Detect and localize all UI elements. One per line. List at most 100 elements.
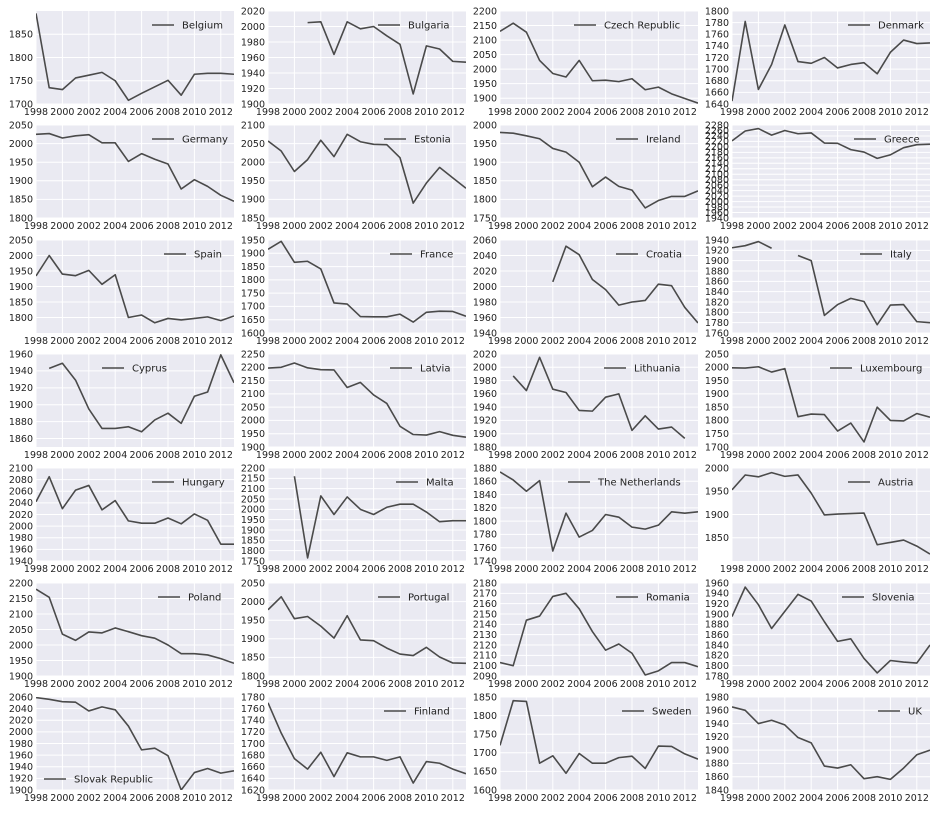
x-tick-label: 1998 — [256, 336, 280, 347]
x-tick-label: 2012 — [209, 107, 233, 118]
y-tick-label: 1920 — [705, 732, 729, 743]
y-tick-label: 2000 — [241, 597, 265, 608]
series-line-malta — [293, 476, 466, 559]
y-tick-label: 1720 — [241, 727, 265, 738]
x-tick-label: 2000 — [282, 793, 306, 804]
y-tick-label: 2100 — [9, 463, 33, 474]
x-tick-label: 2006 — [362, 564, 386, 575]
y-tick-label: 2200 — [705, 142, 729, 153]
y-tick-label: 2020 — [9, 716, 33, 727]
x-tick-label: 2006 — [594, 450, 618, 461]
x-tick-label: 2006 — [594, 221, 618, 232]
y-tick-label: 2020 — [9, 510, 33, 521]
series-line-finland — [268, 702, 466, 784]
y-tick-label: 1900 — [241, 195, 265, 206]
x-tick-label: 2000 — [50, 336, 74, 347]
x-tick-label: 2012 — [905, 679, 929, 690]
x-tick-label: 2008 — [388, 679, 412, 690]
x-tick-label: 1998 — [720, 564, 744, 575]
x-tick-label: 2008 — [620, 107, 644, 118]
panel-germany: 1998 2000 2002 2004 2006 2008 2010 201218001850… — [9, 120, 234, 232]
y-tick-label: 1750 — [705, 429, 729, 440]
legend-label: Finland — [414, 707, 450, 718]
x-tick-label: 2002 — [77, 793, 101, 804]
series-line-the-netherlands — [500, 471, 698, 552]
panel-croatia: 1998 2000 2002 2004 2006 2008 2010 201219401960… — [473, 235, 698, 347]
x-tick-label: 1998 — [256, 450, 280, 461]
x-tick-label: 2004 — [335, 793, 359, 804]
series-line-poland — [36, 588, 234, 665]
x-tick-label: 1998 — [256, 793, 280, 804]
y-tick-label: 1840 — [705, 785, 729, 796]
y-tick-label: 2250 — [241, 349, 265, 360]
panel-denmark: 1998 2000 2002 2004 2006 2008 2010 2012 16401660… — [705, 6, 930, 118]
x-tick-label: 1998 — [488, 793, 512, 804]
legend: Romania — [616, 593, 690, 604]
x-tick-label: 2006 — [594, 564, 618, 575]
y-tick-label: 1840 — [705, 287, 729, 298]
x-tick-label: 1998 — [488, 450, 512, 461]
x-tick-label: 2000 — [746, 107, 770, 118]
y-tick-label: 2000 — [473, 120, 497, 131]
y-tick-label: 1600 — [241, 328, 265, 339]
y-tick-label: 1740 — [705, 41, 729, 52]
x-tick-label: 2008 — [620, 336, 644, 347]
y-tick-label: 2120 — [705, 164, 729, 175]
y-tick-label: 1800 — [9, 313, 33, 324]
legend: Slovak Republic — [44, 775, 153, 786]
x-tick-label: 2006 — [362, 107, 386, 118]
y-tick-label: 1700 — [241, 302, 265, 313]
y-tick-label: 1840 — [705, 640, 729, 651]
x-tick-label: 2000 — [746, 679, 770, 690]
legend: Poland — [158, 593, 221, 604]
x-tick-label: 2010 — [878, 336, 902, 347]
legend-label: Sweden — [652, 707, 692, 718]
legend-label: Croatia — [646, 250, 682, 261]
y-tick-label: 2200 — [241, 363, 265, 374]
y-tick-label: 1800 — [473, 711, 497, 722]
y-tick-label: 2000 — [9, 251, 33, 262]
panel-latvia: 1998 2000 2002 2004 2006 2008 2010 201219001950… — [241, 349, 466, 461]
y-tick-label: 1960 — [705, 706, 729, 717]
legend: Germany — [152, 135, 228, 146]
x-tick-label: 2006 — [362, 450, 386, 461]
x-tick-label: 2008 — [156, 564, 180, 575]
y-tick-label: 2050 — [9, 625, 33, 636]
x-tick-label: 1998 — [24, 336, 48, 347]
y-tick-label: 2050 — [241, 139, 265, 150]
x-tick-label: 2000 — [514, 450, 538, 461]
y-tick-label: 1850 — [241, 653, 265, 664]
y-tick-label: 2040 — [705, 186, 729, 197]
series-line-austria — [732, 471, 930, 555]
y-tick-label: 2050 — [705, 349, 729, 360]
x-tick-label: 1998 — [256, 107, 280, 118]
y-tick-label: 1950 — [241, 176, 265, 187]
x-tick-label: 2006 — [130, 107, 154, 118]
x-tick-label: 2004 — [335, 221, 359, 232]
x-tick-label: 2010 — [182, 564, 206, 575]
x-tick-label: 1998 — [256, 564, 280, 575]
x-tick-label: 2000 — [746, 221, 770, 232]
y-tick-label: 1900 — [705, 609, 729, 620]
panel-portugal: 1998 2000 2002 2004 2006 2008 2010 201218001850… — [241, 578, 466, 690]
legend: UK — [878, 707, 922, 718]
y-tick-label: 1960 — [9, 349, 33, 360]
x-tick-label: 2012 — [905, 107, 929, 118]
y-tick-label: 1720 — [705, 53, 729, 64]
plot-background — [732, 240, 930, 333]
y-tick-label: 1840 — [473, 490, 497, 501]
x-tick-label: 2000 — [282, 450, 306, 461]
series-line-slovak-republic — [36, 697, 234, 790]
y-tick-label: 2140 — [473, 620, 497, 631]
x-tick-label: 2002 — [773, 336, 797, 347]
series-line-portugal — [268, 595, 466, 665]
x-tick-label: 2010 — [182, 221, 206, 232]
legend: Latvia — [390, 364, 450, 375]
x-tick-label: 2000 — [282, 679, 306, 690]
x-tick-label: 2002 — [309, 679, 333, 690]
y-tick-label: 1850 — [9, 297, 33, 308]
y-tick-label: 1650 — [241, 315, 265, 326]
y-tick-label: 2020 — [241, 6, 265, 17]
series-line-hungary — [36, 475, 234, 545]
x-tick-label: 2006 — [130, 450, 154, 461]
